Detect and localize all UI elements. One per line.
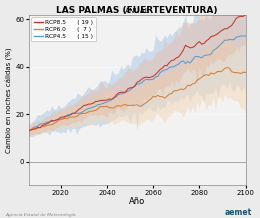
Text: aemet: aemet — [225, 208, 252, 217]
Y-axis label: Cambio en noches cálidas (%): Cambio en noches cálidas (%) — [5, 47, 12, 153]
Text: ANUAL: ANUAL — [125, 8, 150, 14]
Text: Agencia Estatal de Meteorología: Agencia Estatal de Meteorología — [5, 213, 76, 217]
Legend: RCP8.5      ( 19 ), RCP6.0      (  7 ), RCP4.5      ( 15 ): RCP8.5 ( 19 ), RCP6.0 ( 7 ), RCP4.5 ( 15… — [31, 17, 96, 41]
Title: LAS PALMAS (FUERTEVENTURA): LAS PALMAS (FUERTEVENTURA) — [56, 5, 218, 15]
X-axis label: Año: Año — [129, 197, 145, 206]
